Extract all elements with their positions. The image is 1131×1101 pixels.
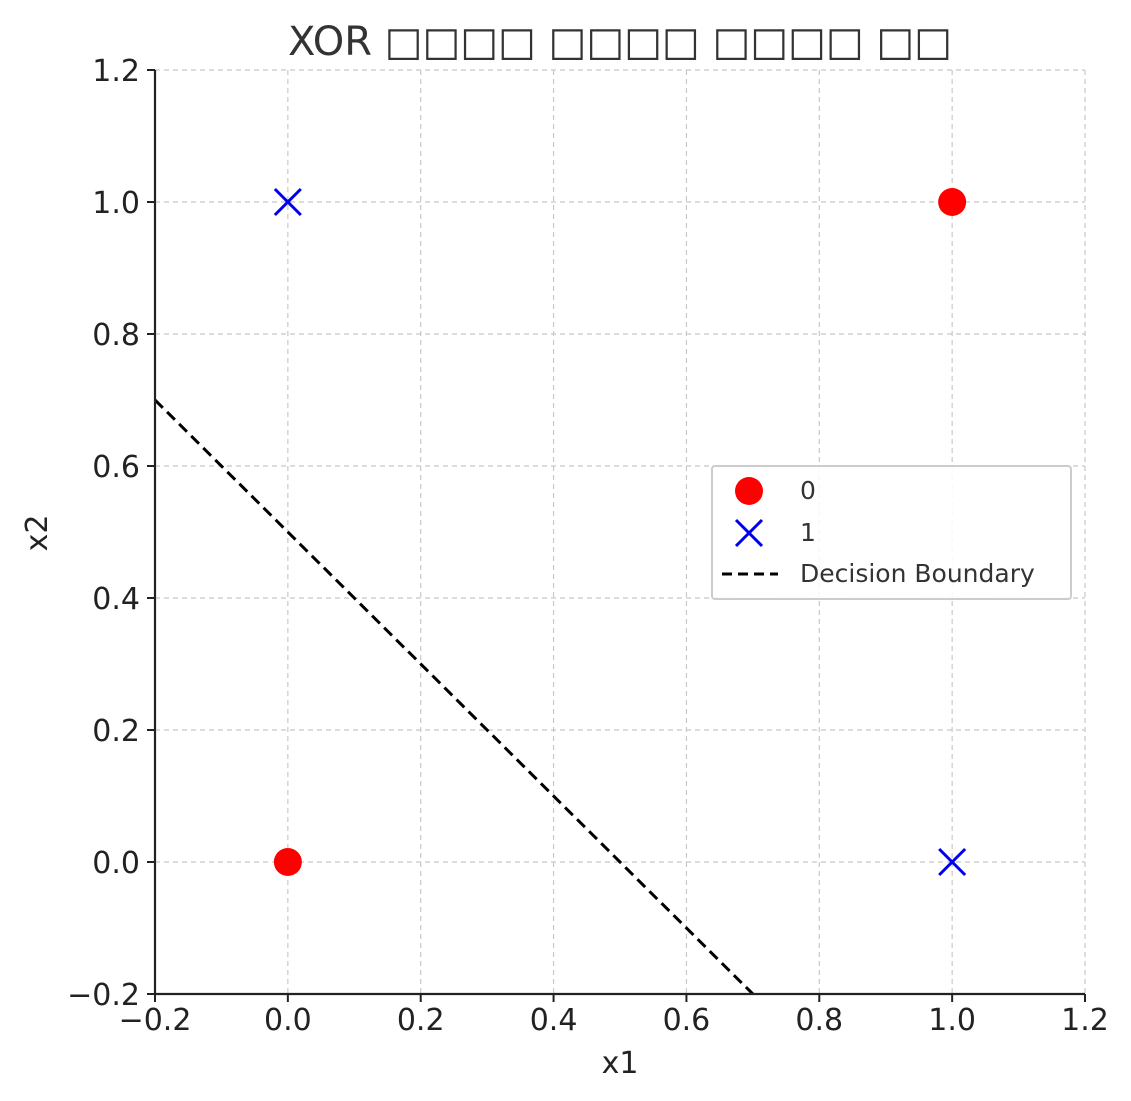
x-tick-label-0: −0.2 xyxy=(119,1003,192,1038)
decision-boundary-line xyxy=(155,398,754,994)
x-tick-label-4: 0.6 xyxy=(663,1003,711,1038)
x-tick-label-7: 1.2 xyxy=(1061,1003,1109,1038)
y-tick-label-5: 0.8 xyxy=(92,318,140,353)
point-class-1-0 xyxy=(273,187,302,217)
legend: 0 1 Decision Boundary xyxy=(711,465,1072,600)
x-axis-label: x1 xyxy=(602,1046,639,1081)
y-tick-label-1: 0.0 xyxy=(92,846,140,881)
legend-box xyxy=(711,465,1072,600)
x-tick-label-3: 0.4 xyxy=(530,1003,578,1038)
legend-label-class-0: 0 xyxy=(800,476,816,505)
axes xyxy=(153,70,1085,996)
y-tick-label-6: 1.0 xyxy=(92,186,140,221)
point-class-0-0 xyxy=(273,848,302,876)
x-tick-label-2: 0.2 xyxy=(397,1003,445,1038)
y-tick-label-3: 0.4 xyxy=(92,582,140,617)
legend-label-class-1: 1 xyxy=(800,518,816,547)
chart-title: XOR □□□□ □□□□ □□□□ □□ xyxy=(288,19,952,65)
y-axis-label: x2 xyxy=(20,515,55,552)
legend-label-decision-boundary: Decision Boundary xyxy=(800,559,1035,588)
x-tick-label-1: 0.0 xyxy=(264,1003,312,1038)
y-tick-label-0: −0.2 xyxy=(67,978,140,1013)
point-class-1-1 xyxy=(938,847,967,877)
tick-labels: −0.2 0.0 0.2 0.4 0.6 0.8 1.0 1.2 −0.2 0.0 0.2 0.4 0.… xyxy=(67,54,1109,1038)
x-tick-label-5: 0.8 xyxy=(795,1003,843,1038)
y-tick-label-2: 0.2 xyxy=(92,714,140,749)
x-tick-label-6: 1.0 xyxy=(928,1003,976,1038)
legend-circle-marker xyxy=(735,477,763,505)
y-tick-label-7: 1.2 xyxy=(92,54,140,89)
y-tick-label-4: 0.6 xyxy=(92,450,140,485)
legend-x-marker xyxy=(734,518,764,548)
data-points-layer xyxy=(273,187,967,877)
decision-boundary-layer xyxy=(155,398,754,994)
point-class-0-1 xyxy=(938,188,967,216)
